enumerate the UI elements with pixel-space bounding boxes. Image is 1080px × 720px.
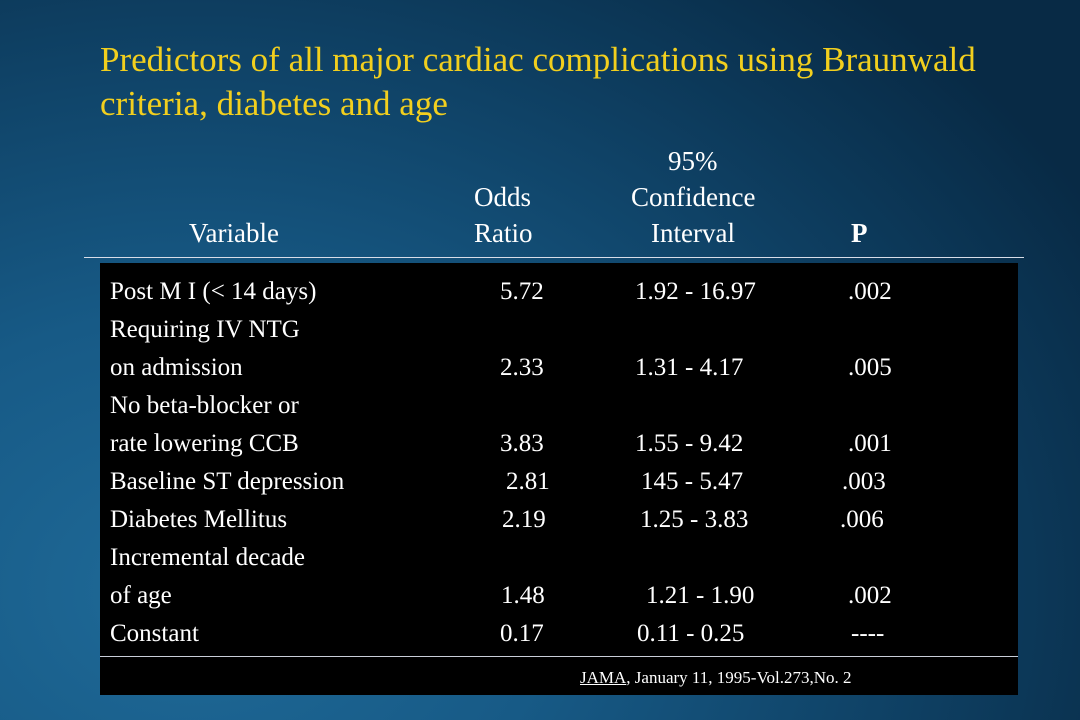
cell-variable: Requiring IV NTG	[110, 316, 300, 343]
cell-variable: No beta-blocker or	[110, 392, 299, 419]
cell-confidence-interval: 1.55 - 9.42	[635, 430, 744, 457]
cell-p-value: .001	[848, 430, 892, 457]
cell-confidence-interval: 1.25 - 3.83	[640, 506, 749, 533]
header-odds-line1: Odds	[474, 182, 532, 212]
table-row: rate lowering CCB 3.83 1.55 - 9.42 .001	[100, 425, 1018, 463]
cell-variable: Diabetes Mellitus	[110, 506, 288, 533]
cell-odds-ratio: 0.17	[500, 620, 544, 647]
cell-p-value: .002	[848, 582, 892, 609]
results-table: Post M I (< 14 days) 5.72 1.92 - 16.97 .…	[100, 263, 1018, 695]
header-ci-line1: 95%	[668, 146, 718, 176]
cell-variable: on admission	[110, 354, 243, 381]
cell-confidence-interval: 1.92 - 16.97	[635, 278, 756, 305]
cell-odds-ratio: 3.83	[500, 430, 544, 457]
cell-p-value: .006	[840, 506, 884, 533]
cell-variable: of age	[110, 582, 172, 609]
table-row: Post M I (< 14 days) 5.72 1.92 - 16.97 .…	[100, 273, 1018, 311]
cell-odds-ratio: 5.72	[500, 278, 544, 305]
table-row: on admission 2.33 1.31 - 4.17 .005	[100, 349, 1018, 387]
cell-p-value: .002	[848, 278, 892, 305]
cell-confidence-interval: 0.11 - 0.25	[637, 620, 745, 647]
cell-confidence-interval: 145 - 5.47	[641, 468, 744, 495]
table-row: Incremental decade	[100, 539, 1018, 577]
cell-variable: Baseline ST depression	[110, 468, 345, 495]
cell-p-value: ----	[851, 620, 885, 647]
table-row: Baseline ST depression 2.81 145 - 5.47 .…	[100, 463, 1018, 501]
cell-variable: Incremental decade	[110, 544, 306, 571]
table-row: Diabetes Mellitus 2.19 1.25 - 3.83 .006	[100, 501, 1018, 539]
table-row: No beta-blocker or	[100, 387, 1018, 425]
cell-variable: Constant	[110, 620, 199, 647]
cell-variable: rate lowering CCB	[110, 430, 299, 457]
table-row: Constant 0.17 0.11 - 0.25 ----	[100, 615, 1018, 653]
table-bottom-divider	[100, 656, 1018, 657]
table-row: Requiring IV NTG	[100, 311, 1018, 349]
slide-title: Predictors of all major cardiac complica…	[100, 40, 976, 123]
table-row: of age 1.48 1.21 - 1.90 .002	[100, 577, 1018, 615]
cell-confidence-interval: 1.21 - 1.90	[646, 582, 755, 609]
citation-details: , January 11, 1995-Vol.273,No. 2	[626, 668, 852, 687]
cell-variable: Post M I (< 14 days)	[110, 278, 317, 305]
citation-journal: JAMA	[580, 668, 627, 687]
cell-odds-ratio: 2.33	[500, 354, 544, 381]
header-ci-line2: Confidence	[631, 182, 756, 212]
header-ci-line3: Interval	[651, 218, 735, 248]
header-variable: Variable	[189, 218, 279, 248]
cell-odds-ratio: 2.19	[502, 506, 546, 533]
header-odds-line2: Ratio	[474, 218, 533, 248]
citation: JAMA, January 11, 1995-Vol.273,No. 2	[580, 667, 852, 689]
cell-odds-ratio: 1.48	[501, 582, 545, 609]
header-divider	[84, 257, 1024, 258]
header-p: P	[851, 218, 868, 248]
cell-p-value: .003	[842, 468, 886, 495]
cell-p-value: .005	[848, 354, 892, 381]
cell-odds-ratio: 2.81	[506, 468, 550, 495]
cell-confidence-interval: 1.31 - 4.17	[635, 354, 744, 381]
